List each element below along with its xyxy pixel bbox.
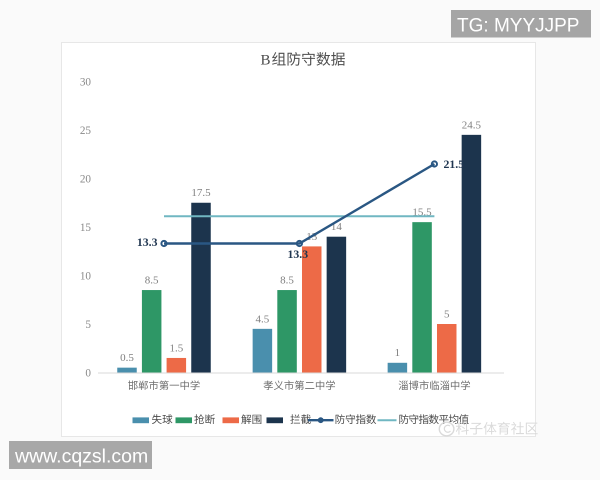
svg-text:8.5: 8.5 bbox=[145, 274, 159, 286]
svg-text:10: 10 bbox=[80, 270, 92, 282]
svg-text:8.5: 8.5 bbox=[280, 274, 294, 286]
svg-text:5: 5 bbox=[85, 319, 91, 331]
svg-text:17.5: 17.5 bbox=[191, 187, 211, 199]
svg-text:5: 5 bbox=[444, 308, 450, 320]
svg-text:TG: MYYJJPP: TG: MYYJJPP bbox=[457, 16, 579, 37]
svg-text:B: B bbox=[261, 53, 271, 69]
svg-text:25: 25 bbox=[80, 125, 92, 137]
svg-text:13.3: 13.3 bbox=[287, 247, 308, 261]
svg-text:1: 1 bbox=[395, 347, 401, 359]
svg-text:30: 30 bbox=[80, 76, 92, 88]
svg-text:0: 0 bbox=[85, 367, 91, 379]
svg-text:24.5: 24.5 bbox=[462, 119, 482, 131]
svg-text:0.5: 0.5 bbox=[120, 352, 134, 364]
svg-text:4.5: 4.5 bbox=[256, 313, 270, 325]
svg-text:14: 14 bbox=[331, 221, 343, 233]
svg-text:www.cqzsl.com: www.cqzsl.com bbox=[14, 446, 148, 468]
svg-text:15: 15 bbox=[80, 222, 92, 234]
svg-text:20: 20 bbox=[80, 173, 92, 185]
svg-text:1.5: 1.5 bbox=[169, 342, 183, 354]
svg-text:21.5: 21.5 bbox=[444, 157, 465, 171]
svg-text:13.3: 13.3 bbox=[137, 235, 158, 249]
